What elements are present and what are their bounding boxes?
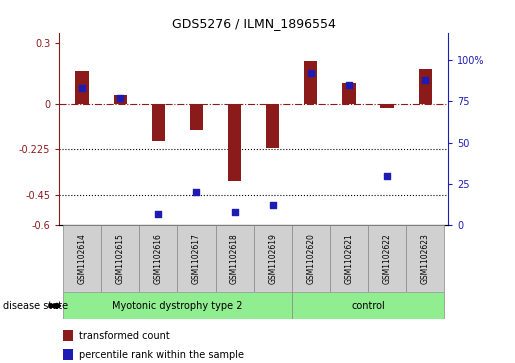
- Bar: [292, 292, 444, 319]
- Bar: [419, 69, 432, 103]
- Bar: [228, 103, 241, 180]
- Bar: [101, 225, 139, 292]
- Bar: [63, 349, 73, 360]
- Point: [230, 209, 238, 215]
- Text: GSM1102617: GSM1102617: [192, 233, 201, 284]
- Text: GSM1102622: GSM1102622: [383, 233, 391, 284]
- Point: [383, 173, 391, 179]
- Point: [345, 82, 353, 88]
- Bar: [304, 61, 317, 103]
- Point: [192, 189, 200, 195]
- Bar: [406, 225, 444, 292]
- Text: control: control: [351, 301, 385, 311]
- Bar: [266, 103, 279, 148]
- Bar: [292, 225, 330, 292]
- Point: [154, 211, 162, 216]
- Bar: [190, 103, 203, 130]
- Bar: [368, 225, 406, 292]
- Text: disease state: disease state: [3, 301, 67, 311]
- Bar: [342, 83, 356, 103]
- Bar: [215, 225, 253, 292]
- Text: GSM1102614: GSM1102614: [78, 233, 87, 284]
- Title: GDS5276 / ILMN_1896554: GDS5276 / ILMN_1896554: [171, 17, 336, 30]
- Bar: [177, 225, 215, 292]
- Text: Myotonic dystrophy type 2: Myotonic dystrophy type 2: [112, 301, 243, 311]
- Text: GSM1102623: GSM1102623: [421, 233, 430, 284]
- Text: GSM1102618: GSM1102618: [230, 233, 239, 284]
- Point: [269, 202, 277, 208]
- Text: transformed count: transformed count: [79, 331, 169, 341]
- Bar: [151, 103, 165, 141]
- Text: percentile rank within the sample: percentile rank within the sample: [79, 350, 244, 360]
- Bar: [63, 292, 292, 319]
- Text: GSM1102621: GSM1102621: [345, 233, 353, 284]
- Bar: [75, 71, 89, 103]
- Text: GSM1102615: GSM1102615: [116, 233, 125, 284]
- Point: [78, 85, 86, 91]
- Bar: [139, 225, 177, 292]
- Bar: [381, 103, 394, 107]
- Bar: [253, 225, 292, 292]
- Text: GSM1102616: GSM1102616: [154, 233, 163, 284]
- Bar: [113, 95, 127, 103]
- Point: [307, 70, 315, 76]
- Bar: [63, 330, 73, 341]
- Point: [116, 95, 124, 101]
- Point: [421, 77, 430, 83]
- Text: GSM1102620: GSM1102620: [306, 233, 315, 284]
- Bar: [330, 225, 368, 292]
- Bar: [63, 225, 101, 292]
- Text: GSM1102619: GSM1102619: [268, 233, 277, 284]
